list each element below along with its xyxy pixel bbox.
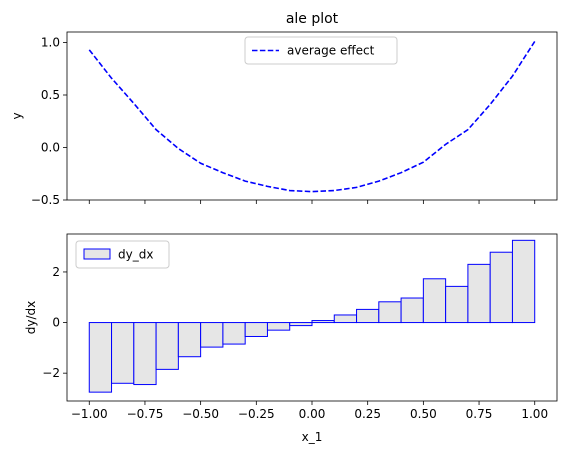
bottom-x-tick-label: −0.50	[182, 407, 219, 421]
bottom-axis-ticks: −1.00 −0.75 −0.50 −0.25 0.00 0.25 0.50 0.75 1.00…	[42, 265, 548, 421]
bottom-x-tick-label: −0.75	[127, 407, 164, 421]
bottom-x-tick-label: −1.00	[71, 407, 108, 421]
top-axes-frame	[66, 31, 558, 201]
dy-dx-bar	[155, 322, 179, 370]
bottom-x-axis-label: x_1	[302, 430, 323, 444]
top-plot-marks	[88, 41, 536, 193]
bottom-y-tick-label: 2	[52, 265, 60, 279]
dy-dx-bar	[311, 320, 335, 324]
bottom-x-tick-label: 0.75	[466, 407, 493, 421]
top-legend-box	[244, 36, 398, 65]
top-plot-title: ale plot	[286, 11, 339, 27]
bottom-legend-box	[75, 240, 170, 269]
top-y-tick-label: −0.5	[31, 193, 60, 207]
dy-dx-bar	[333, 314, 358, 324]
bottom-x-tick-label: 0.00	[299, 407, 326, 421]
bottom-y-axis-label: dy/dx	[24, 301, 38, 334]
dy-dx-bar	[489, 251, 513, 324]
top-axis-ticks: −0.5 0.0 0.5 1.0	[31, 36, 536, 207]
top-y-tick-label: 0.0	[41, 141, 60, 155]
top-y-axis-label: y	[10, 112, 24, 119]
dy-dx-bar	[289, 322, 313, 327]
dy-dx-bar	[422, 278, 447, 324]
top-y-tick-label: 1.0	[41, 36, 60, 50]
bottom-x-tick-label: 0.50	[410, 407, 437, 421]
dy-dx-bar	[244, 322, 268, 337]
average-effect-line	[88, 41, 536, 193]
dy-dx-bar	[378, 301, 402, 324]
bottom-axes: −1.00 −0.75 −0.50 −0.25 0.00 0.25 0.50 0.75 1.00…	[24, 233, 558, 444]
dy-dx-bar	[511, 239, 536, 324]
bottom-axes-frame	[66, 233, 558, 402]
dy-dx-bar	[222, 322, 246, 345]
bottom-x-tick-label: 1.00	[521, 407, 548, 421]
dy-dx-bar	[88, 322, 113, 393]
dy-dx-bar	[133, 322, 157, 386]
dy-dx-bar	[177, 322, 202, 358]
top-legend: average effect	[244, 36, 398, 65]
dy-dx-bar	[445, 285, 469, 324]
dy-dx-bar	[467, 263, 491, 324]
top-axes: −0.5 0.0 0.5 1.0 ale plot y average effect	[10, 11, 558, 207]
top-legend-label: average effect	[287, 44, 375, 58]
bottom-y-tick-label: 0	[52, 316, 60, 330]
top-y-tick-label: 0.5	[41, 88, 60, 102]
bottom-x-tick-label: −0.25	[238, 407, 275, 421]
dy-dx-bar	[356, 308, 380, 324]
bottom-y-tick-label: −2	[42, 366, 60, 380]
dy-dx-bar	[200, 322, 224, 348]
dy-dx-bar	[266, 322, 291, 331]
bottom-legend-label: dy_dx	[118, 248, 153, 262]
bottom-plot-marks	[88, 239, 536, 393]
dy-dx-bar	[111, 322, 135, 384]
bottom-legend: dy_dx	[75, 240, 170, 269]
dy-dx-bar	[400, 297, 424, 324]
bottom-legend-bar-swatch	[83, 248, 111, 260]
bottom-x-tick-label: 0.25	[354, 407, 381, 421]
